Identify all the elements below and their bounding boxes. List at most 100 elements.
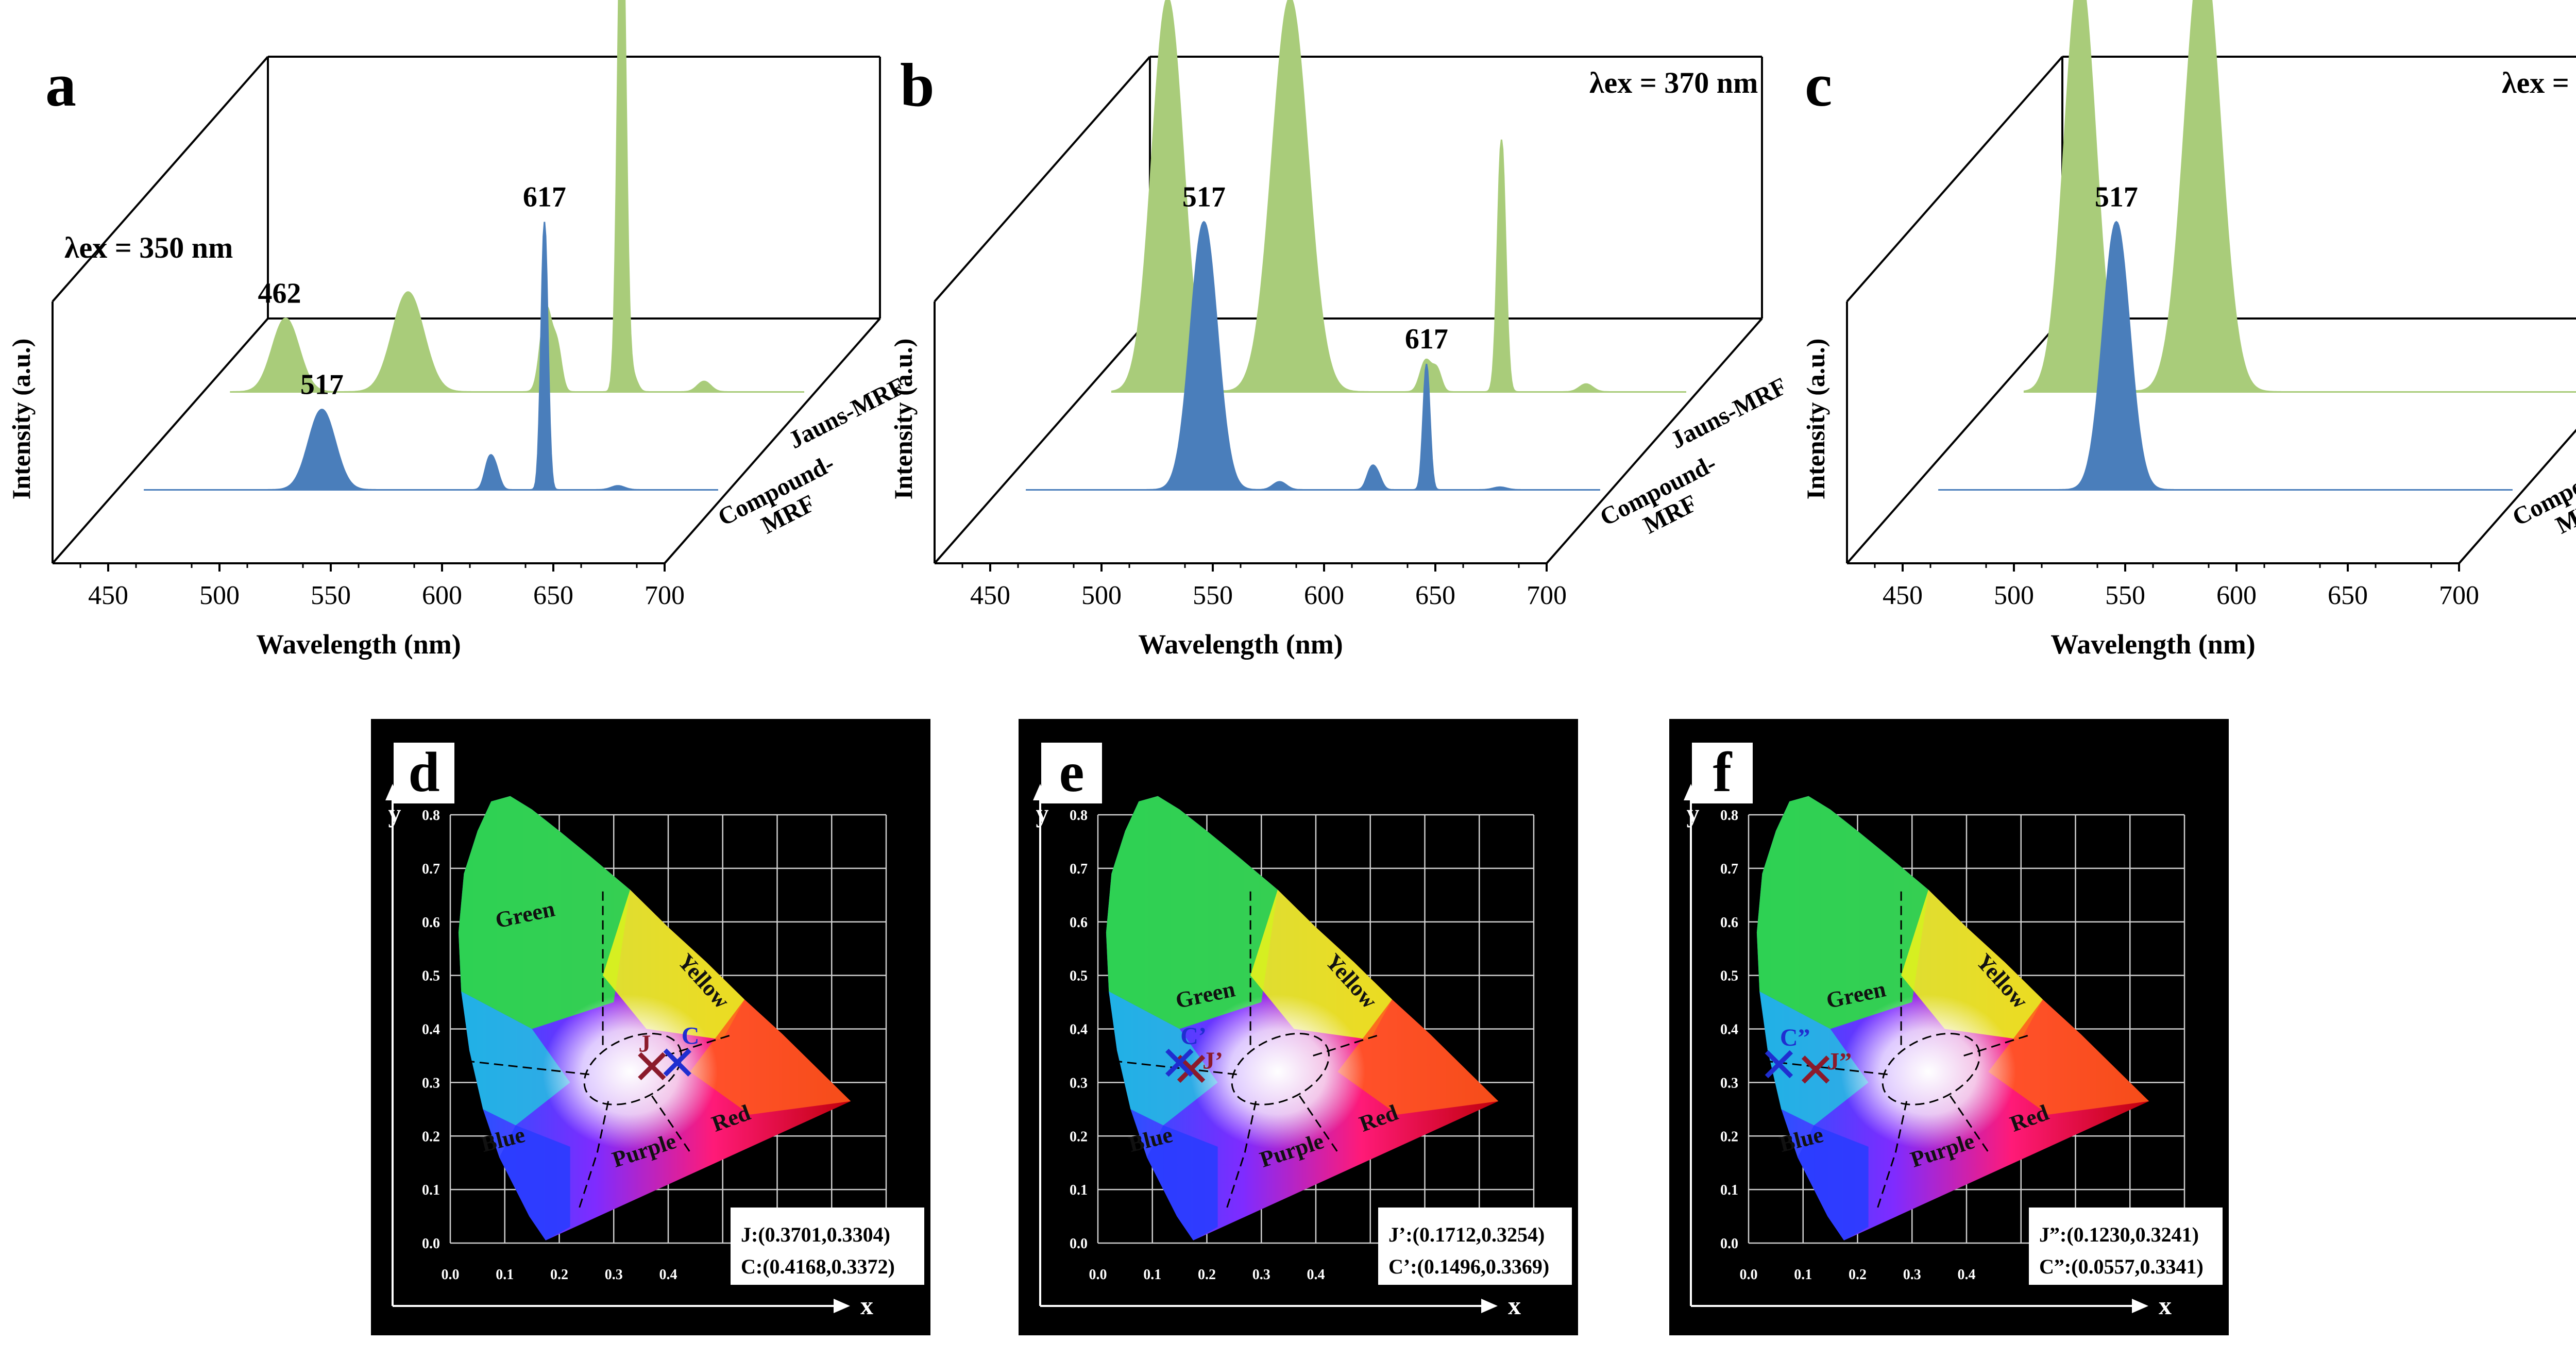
panel-letter-d: d <box>408 741 439 803</box>
peak-label-517: 517 <box>300 369 344 401</box>
purple-red-boundary <box>651 1095 691 1153</box>
panel-letter-a: a <box>45 51 76 119</box>
cie-y-label: y <box>1036 799 1049 828</box>
cie-y-label: y <box>1687 799 1700 828</box>
cie-y-tick: 0.6 <box>422 915 440 931</box>
x-tick-label: 550 <box>311 581 351 610</box>
x-tick-label: 600 <box>2216 581 2257 610</box>
cie-cyan-region <box>461 991 570 1126</box>
cie-red-region <box>1337 999 1499 1115</box>
cie-y-tick: 0.8 <box>1720 808 1738 824</box>
x-tick-label: 650 <box>533 581 573 610</box>
y-axis-title: Intensity (a.u.) <box>889 339 918 500</box>
cie-point-label: J” <box>1827 1048 1852 1075</box>
left-depth-axis <box>52 317 269 564</box>
x-arrow-head <box>1481 1299 1498 1313</box>
cie-y-tick: 0.4 <box>422 1022 440 1038</box>
cie-blue-region <box>499 1125 570 1240</box>
cie-y-tick: 0.5 <box>1070 968 1088 984</box>
right-depth-axis <box>1546 317 1763 564</box>
cie-point-marker <box>638 1052 666 1080</box>
x-tick-label: 600 <box>1304 581 1344 610</box>
cie-x-tick: 0.1 <box>1143 1267 1161 1283</box>
x-arrow-head <box>2132 1299 2148 1313</box>
spectra-panel-b: 450 500 550 600 650 700 Wavelength (nm) Intensi… <box>889 0 1791 660</box>
series-label-compound: Compound-MRF <box>714 449 851 555</box>
cie-y-tick: 0.1 <box>422 1182 440 1198</box>
cie-y-tick: 0.7 <box>1070 861 1088 877</box>
x-tick-label: 450 <box>1883 581 1923 610</box>
cie-green-region <box>1106 796 1278 1029</box>
cie-red-region <box>690 999 851 1115</box>
coordinates-box <box>1378 1208 1572 1285</box>
cie-y-tick: 0.6 <box>1720 915 1738 931</box>
cie-y-tick: 0.3 <box>1070 1075 1088 1091</box>
cie-y-tick: 0.0 <box>1720 1236 1738 1252</box>
peak-label-517: 517 <box>1182 181 1226 213</box>
cie-y-tick: 0.6 <box>1070 915 1088 931</box>
coordinate-line: C”:(0.0557,0.3341) <box>2039 1255 2204 1278</box>
cie-y-tick: 0.2 <box>1070 1129 1088 1145</box>
right-depth-axis <box>664 317 881 564</box>
panel-letter-c: c <box>1805 51 1832 119</box>
cie-x-tick: 0.4 <box>659 1267 677 1283</box>
x-tick-label: 700 <box>1527 581 1567 610</box>
x-tick-label: 500 <box>199 581 240 610</box>
cie-point-marker <box>1801 1055 1830 1084</box>
cie-x-tick: 0.4 <box>1958 1267 1976 1283</box>
cie-point-marker <box>1165 1048 1194 1077</box>
panel-letter-f: f <box>1713 741 1733 803</box>
cie-y-tick: 0.1 <box>1720 1182 1738 1198</box>
x-axis-title: Wavelength (nm) <box>2050 629 2256 660</box>
cie-x-tick: 0.0 <box>1089 1267 1107 1283</box>
x-tick-label: 550 <box>2105 581 2145 610</box>
purple-red-boundary <box>1950 1095 1989 1153</box>
spectra-panel-a: 450 500 550 600 650 700 Wavelength (nm) Intensi… <box>7 0 909 660</box>
white-region-boundary <box>1882 1033 1980 1105</box>
green-blue-boundary <box>1765 1060 1888 1076</box>
cie-blue-region <box>1798 1125 1869 1240</box>
top-left-depth-edge <box>934 56 1151 303</box>
x-tick-label: 500 <box>1081 581 1122 610</box>
x-tick-label: 700 <box>645 581 685 610</box>
series-label-compound: Compound-MRF <box>2508 449 2576 555</box>
y-axis-title: Intensity (a.u.) <box>7 339 36 500</box>
cie-y-tick: 0.4 <box>1070 1022 1088 1038</box>
cie-x-tick: 0.3 <box>1252 1267 1270 1283</box>
cie-y-tick: 0.2 <box>422 1129 440 1145</box>
blue-purple-boundary <box>1876 1101 1908 1212</box>
coordinates-box <box>2029 1208 2223 1285</box>
coordinate-line: J”:(0.1230,0.3241) <box>2039 1223 2199 1246</box>
coordinates-box <box>731 1208 924 1285</box>
cie-green-region <box>458 796 630 1029</box>
coordinate-line: C:(0.4168,0.3372) <box>741 1255 895 1278</box>
spectrum-jauns-mrf <box>230 0 804 393</box>
x-tick-label: 500 <box>1994 581 2034 610</box>
cie-y-tick: 0.2 <box>1720 1129 1738 1145</box>
cie-x-tick: 0.2 <box>550 1267 568 1283</box>
left-depth-axis <box>934 317 1151 564</box>
cie-point-label: J <box>638 1030 651 1058</box>
cie-y-label: y <box>388 799 401 828</box>
x-tick-label: 600 <box>422 581 462 610</box>
panel-letter-e: e <box>1059 741 1084 803</box>
x-tick-label: 450 <box>88 581 128 610</box>
excitation-label: λex = 400 nm <box>2502 66 2576 99</box>
coordinate-line: J’:(0.1712,0.3254) <box>1388 1223 1545 1246</box>
cie-y-tick: 0.4 <box>1720 1022 1738 1038</box>
cie-x-tick: 0.0 <box>1740 1267 1758 1283</box>
cie-point-marker <box>663 1048 691 1077</box>
spectra-panel-c: 450 500 550 600 650 700 Wavelength (nm) Intensi… <box>1801 0 2576 660</box>
cie-x-tick: 0.1 <box>496 1267 514 1283</box>
x-axis-title: Wavelength (nm) <box>256 629 461 660</box>
blue-purple-boundary <box>1225 1101 1257 1212</box>
cie-x-label: x <box>860 1291 873 1320</box>
series-label-jauns: Jauns-MRF <box>1666 372 1791 454</box>
cie-y-tick: 0.0 <box>422 1236 440 1252</box>
coordinate-line: C’:(0.1496,0.3369) <box>1388 1255 1549 1278</box>
cie-x-tick: 0.3 <box>605 1267 623 1283</box>
cie-y-tick: 0.1 <box>1070 1182 1088 1198</box>
cie-y-tick: 0.5 <box>1720 968 1738 984</box>
